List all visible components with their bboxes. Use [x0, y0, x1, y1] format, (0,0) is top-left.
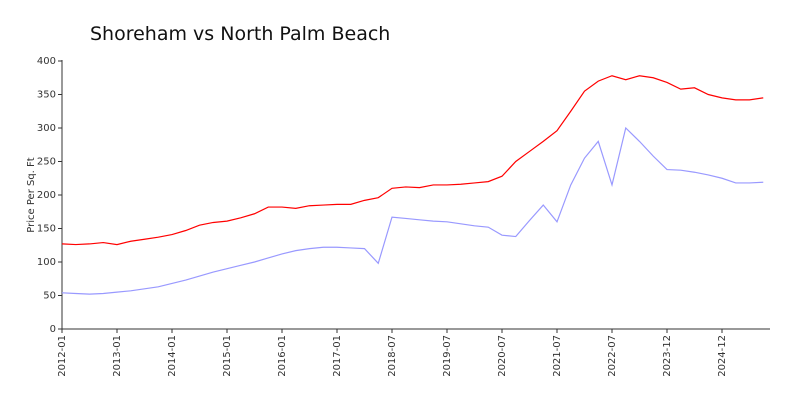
series-line	[61, 75, 764, 246]
y-tick-label: 400	[37, 56, 56, 67]
x-tick-label: 2017-01	[332, 335, 343, 377]
x-tick-label: 2018-07	[387, 335, 398, 377]
y-tick-label: 0	[50, 324, 56, 335]
y-tick-label: 100	[37, 257, 56, 268]
y-tick-label: 250	[37, 157, 56, 168]
x-tick-label: 2012-01	[57, 335, 68, 377]
y-tick-label: 50	[43, 291, 56, 302]
y-tick-label: 150	[37, 224, 56, 235]
x-tick-label: 2013-01	[112, 335, 123, 377]
x-tick-label: 2019-07	[442, 335, 453, 377]
x-tick-label: 2021-07	[552, 335, 563, 377]
x-tick-label: 2016-01	[277, 335, 288, 377]
x-tick-label: 2020-07	[497, 335, 508, 377]
chart-title: Shoreham vs North Palm Beach	[90, 23, 390, 45]
x-tick-label: 2022-07	[607, 335, 618, 377]
series-line	[61, 126, 764, 295]
x-tick-label: 2023-12	[662, 335, 673, 377]
y-tick-label: 350	[37, 90, 56, 101]
x-tick-label: 2015-01	[222, 335, 233, 377]
y-tick-label: 200	[37, 190, 56, 201]
y-tick-label: 300	[37, 123, 56, 134]
x-tick-label: 2024-12	[717, 335, 728, 377]
y-axis-label: Price Per Sq. Ft	[26, 157, 37, 232]
x-tick-label: 2014-01	[167, 335, 178, 377]
